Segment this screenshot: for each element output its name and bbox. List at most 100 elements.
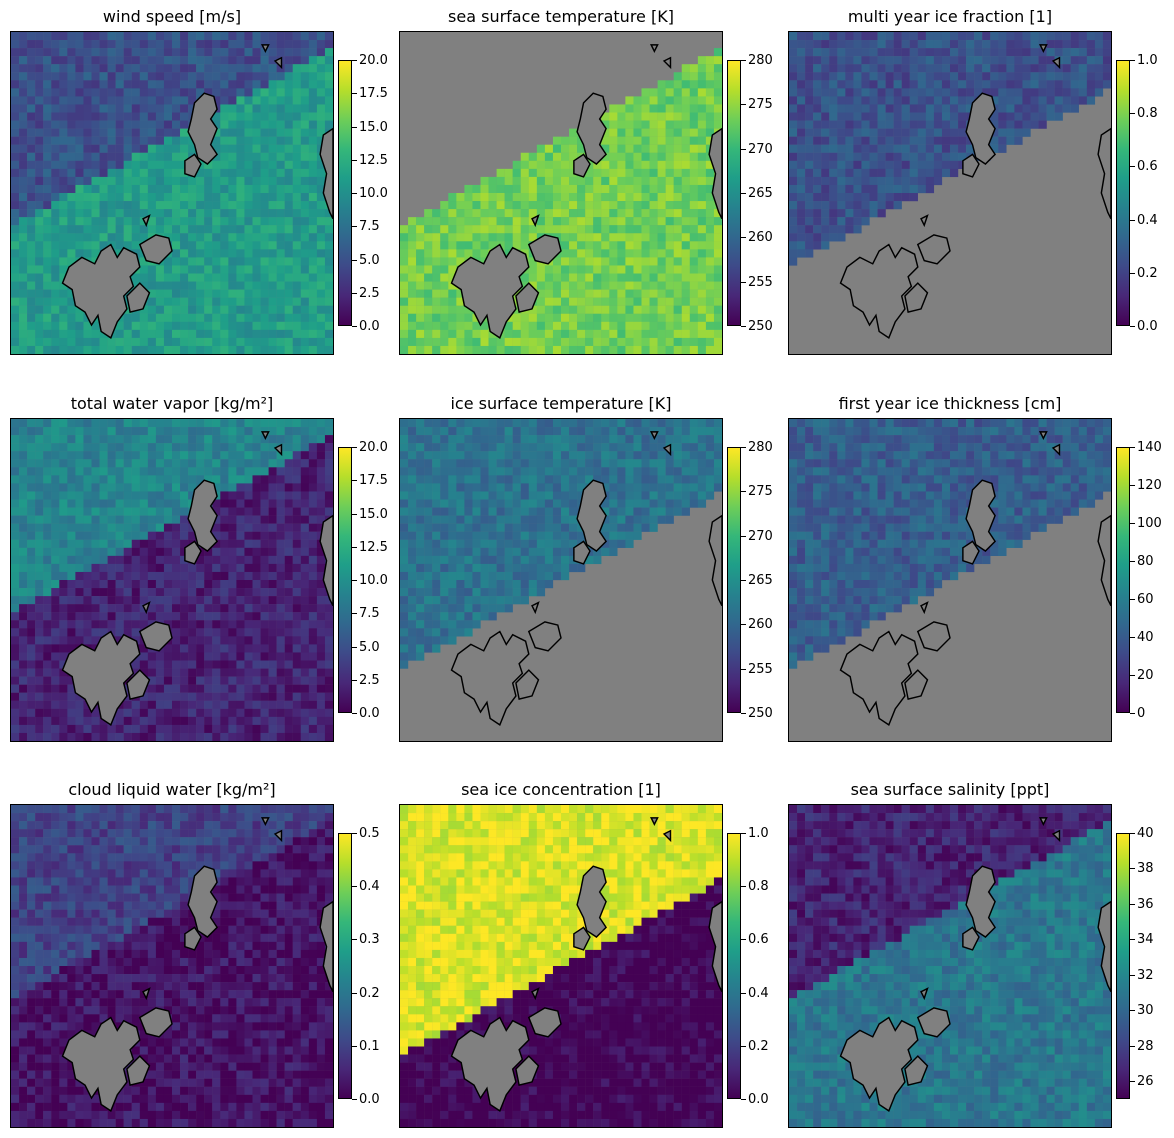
- heatmap-cell: [885, 112, 894, 121]
- heatmap-cell: [569, 305, 578, 314]
- heatmap-cell: [196, 80, 205, 89]
- heatmap-cell: [99, 96, 108, 105]
- heatmap-cell: [673, 136, 682, 145]
- heatmap-cell: [917, 152, 927, 161]
- heatmap-cell: [408, 305, 417, 314]
- heatmap-cell: [236, 217, 245, 226]
- heatmap-cell: [853, 184, 862, 194]
- heatmap-cell: [220, 144, 229, 153]
- heatmap-cell: [107, 88, 116, 97]
- heatmap-cell: [292, 144, 301, 153]
- heatmap-cell: [19, 636, 28, 645]
- heatmap-cell: [877, 209, 886, 218]
- heatmap-cell: [561, 193, 570, 202]
- heatmap-cell: [107, 120, 116, 129]
- heatmap-cell: [67, 571, 76, 581]
- heatmap-cell: [601, 289, 610, 298]
- heatmap-cell: [974, 56, 983, 65]
- heatmap-cell: [139, 136, 149, 145]
- heatmap-cell: [212, 217, 221, 226]
- heatmap-cell: [27, 580, 36, 589]
- heatmap-cell: [1054, 88, 1063, 97]
- heatmap-cell: [115, 80, 124, 89]
- heatmap-cell: [91, 596, 100, 605]
- heatmap-cell: [172, 184, 181, 194]
- heatmap-cell: [300, 96, 310, 105]
- heatmap-cell: [829, 112, 838, 121]
- heatmap-cell: [115, 612, 124, 621]
- heatmap-cell: [805, 233, 814, 242]
- heatmap-cell: [697, 305, 707, 314]
- heatmap-cell: [19, 620, 28, 629]
- heatmap-cell: [27, 692, 36, 701]
- heatmap-cell: [51, 201, 60, 210]
- heatmap-cell: [276, 265, 285, 274]
- heatmap-cell: [292, 427, 301, 436]
- heatmap-cell: [893, 104, 902, 113]
- heatmap-cell: [99, 604, 108, 613]
- heatmap-cell: [925, 184, 935, 194]
- heatmap-cell: [713, 345, 722, 354]
- heatmap-cell: [252, 604, 261, 613]
- heatmap-cell: [284, 305, 293, 314]
- heatmap-cell: [705, 273, 715, 282]
- heatmap-cell: [244, 160, 253, 170]
- heatmap-cell: [416, 345, 425, 354]
- heatmap-cell: [236, 628, 245, 637]
- heatmap-cell: [204, 257, 213, 266]
- heatmap-cell: [681, 64, 690, 73]
- heatmap-cell: [27, 80, 36, 89]
- heatmap-cell: [252, 128, 261, 137]
- heatmap-cell: [260, 660, 269, 669]
- heatmap-cell: [43, 684, 52, 693]
- heatmap-cell: [268, 596, 277, 605]
- heatmap-cell: [665, 144, 674, 153]
- heatmap-cell: [236, 201, 245, 210]
- heatmap-cell: [649, 120, 658, 129]
- heatmap-cell: [163, 128, 173, 137]
- heatmap-cell: [601, 176, 610, 186]
- heatmap-cell: [292, 265, 301, 274]
- heatmap-cell: [829, 144, 838, 153]
- heatmap-cell: [155, 435, 165, 444]
- heatmap-cell: [147, 652, 157, 661]
- heatmap-cell: [520, 337, 529, 347]
- heatmap-cell: [705, 168, 715, 178]
- heatmap-cell: [284, 88, 293, 97]
- heatmap-cell: [1022, 128, 1031, 137]
- heatmap-cell: [123, 40, 132, 49]
- heatmap-cell: [220, 443, 229, 452]
- heatmap-cell: [131, 588, 140, 597]
- heatmap-cell: [172, 80, 181, 89]
- heatmap-cell: [180, 321, 189, 331]
- heatmap-cell: [925, 112, 935, 121]
- heatmap-cell: [689, 72, 699, 81]
- heatmap-cell: [316, 64, 326, 73]
- heatmap-cell: [950, 104, 959, 113]
- heatmap-cell: [813, 128, 822, 137]
- heatmap-cell: [705, 217, 715, 226]
- heatmap-cell: [123, 88, 132, 97]
- heatmap-cell: [284, 265, 293, 274]
- heatmap-cell: [11, 684, 20, 693]
- heatmap-cell: [83, 345, 92, 354]
- heatmap-cell: [813, 168, 822, 178]
- heatmap-cell: [212, 32, 221, 41]
- heatmap-cell: [681, 281, 690, 290]
- heatmap-cell: [308, 555, 318, 565]
- heatmap-cell: [601, 201, 610, 210]
- heatmap-cell: [649, 184, 658, 194]
- heatmap-cell: [805, 152, 814, 161]
- heatmap-cell: [11, 209, 20, 218]
- heatmap-cell: [649, 128, 658, 137]
- heatmap-cell: [11, 289, 20, 298]
- heatmap-cell: [220, 580, 229, 589]
- heatmap-cell: [228, 475, 237, 484]
- heatmap-cell: [196, 289, 205, 298]
- heatmap-cell: [617, 241, 626, 250]
- heatmap-cell: [163, 289, 173, 298]
- heatmap-cell: [236, 265, 245, 274]
- heatmap-cell: [67, 209, 76, 218]
- heatmap-cell: [99, 241, 108, 250]
- heatmap-cell: [657, 201, 666, 210]
